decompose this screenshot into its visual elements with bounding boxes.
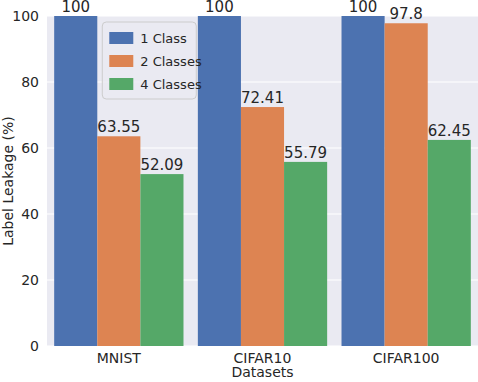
y-tick-label: 40: [21, 206, 39, 222]
data-label: 55.79: [284, 144, 327, 162]
x-tick-label: CIFAR100: [373, 350, 440, 366]
bar: [140, 174, 183, 346]
plot-background: [47, 16, 478, 346]
data-label: 100: [205, 0, 234, 16]
data-label: 52.09: [140, 156, 183, 174]
data-label: 97.8: [389, 5, 422, 23]
x-tick-label: MNIST: [97, 350, 142, 366]
bar: [54, 16, 97, 346]
legend-swatch: [109, 32, 133, 44]
legend-label: 4 Classes: [140, 77, 202, 92]
y-tick-label: 0: [30, 338, 39, 354]
bar: [428, 140, 471, 346]
chart-svg: 0 20 40 60 80 100 100 100 100 63.55 72.41 97.8 52.09…: [0, 0, 478, 382]
x-axis-label: Datasets: [231, 364, 293, 380]
data-label: 72.41: [241, 89, 284, 107]
legend-label: 2 Classes: [140, 54, 202, 69]
y-tick-label: 20: [21, 272, 39, 288]
legend-swatch: [109, 55, 133, 67]
data-label: 100: [61, 0, 90, 16]
bar: [241, 107, 284, 346]
bar: [284, 162, 327, 346]
chart-container: 0 20 40 60 80 100 100 100 100 63.55 72.41 97.8 52.09…: [0, 0, 478, 382]
data-label: 100: [349, 0, 378, 16]
bars: [54, 16, 471, 346]
bar: [342, 16, 385, 346]
data-label: 63.55: [97, 118, 140, 136]
bar: [198, 16, 241, 346]
y-tick-label: 80: [21, 74, 39, 90]
bar: [385, 23, 428, 346]
bar: [97, 136, 140, 346]
legend-label: 1 Class: [140, 31, 187, 46]
legend-swatch: [109, 78, 133, 90]
y-tick-label: 100: [12, 8, 39, 24]
data-label: 62.45: [428, 122, 471, 140]
legend: 1 Class 2 Classes 4 Classes: [102, 22, 202, 99]
y-tick-label: 60: [21, 140, 39, 156]
y-axis-label: Label Leakage (%): [0, 116, 16, 246]
